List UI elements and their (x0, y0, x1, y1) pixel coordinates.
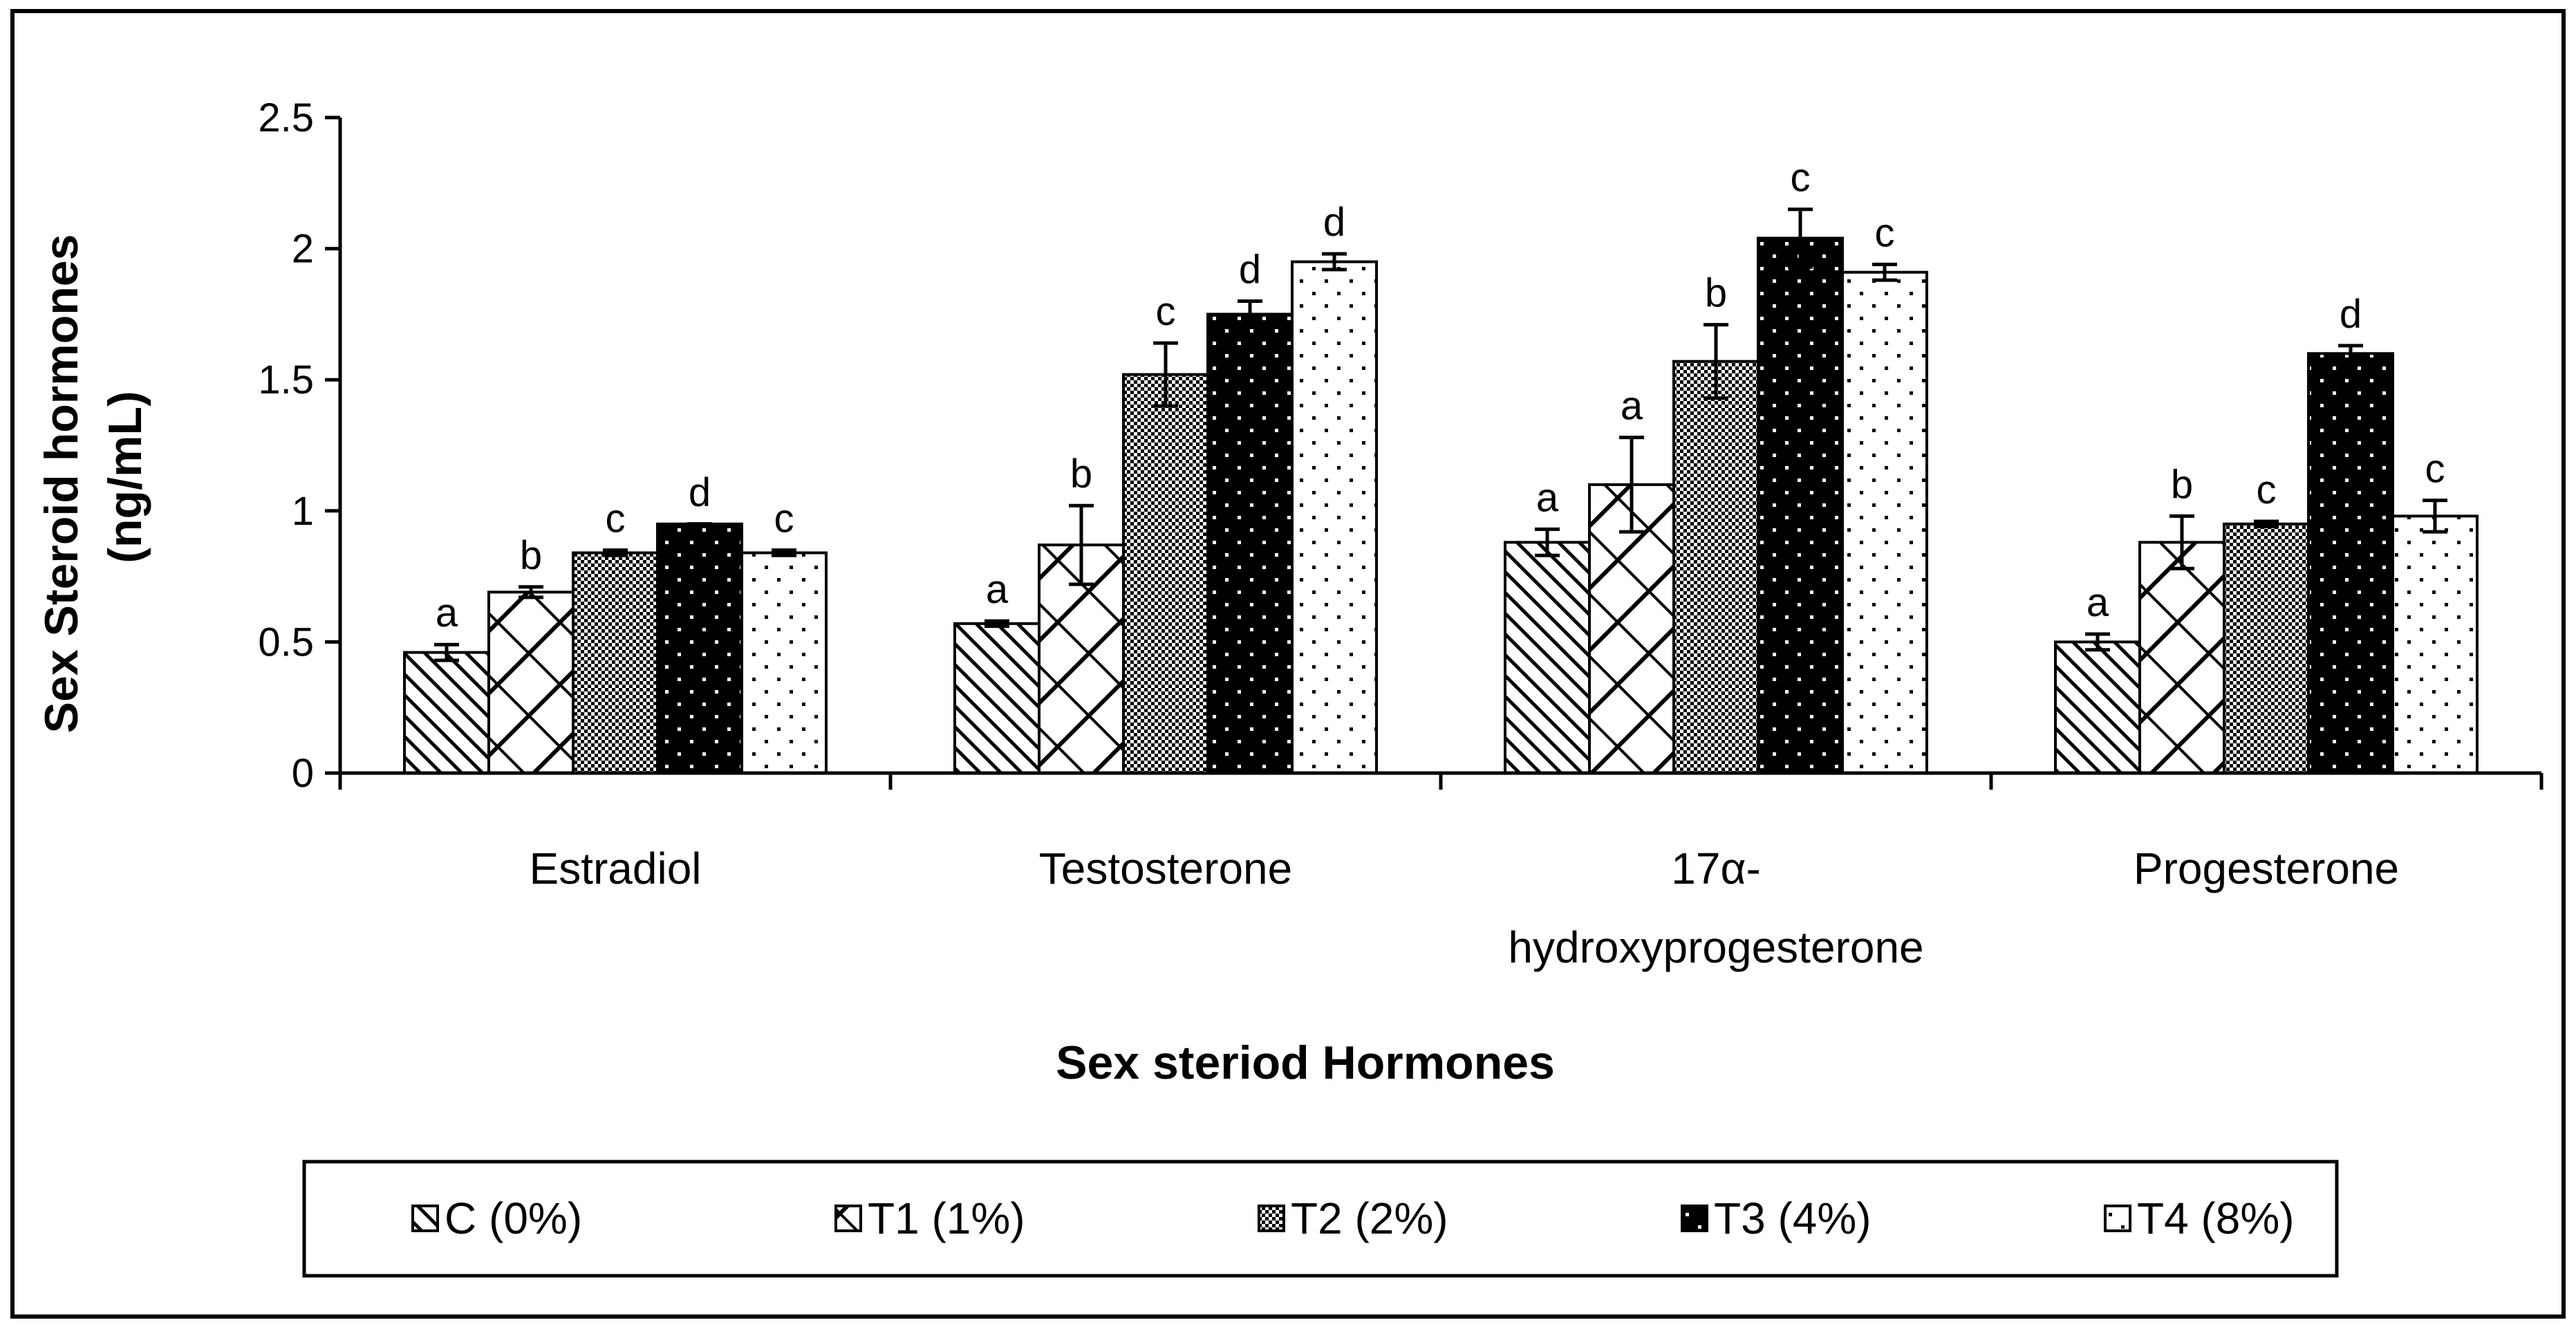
significance-letter: a (1621, 384, 1643, 429)
legend-swatch-1 (411, 1205, 439, 1232)
y-axis-title-line1: Sex Steroid hormones (35, 234, 88, 734)
category-label-line2: hydroxyprogesterone (1508, 922, 1923, 972)
bar-3-3 (1672, 360, 1760, 774)
bar-3-2 (1122, 373, 1209, 774)
y-tick-label: 0 (292, 751, 314, 796)
bar-4-4 (2307, 352, 2394, 774)
bar-5-2 (1291, 260, 1378, 774)
bar-2-1 (487, 591, 575, 774)
significance-letter: a (2087, 580, 2109, 625)
legend-swatch-2 (834, 1205, 862, 1232)
significance-letter: c (1875, 210, 1895, 255)
bar-2-4 (2138, 541, 2225, 775)
bar-4-2 (1206, 313, 1294, 774)
significance-letter: a (1536, 475, 1559, 520)
bar-5-3 (1841, 270, 1928, 774)
legend-box (302, 1160, 2339, 1278)
significance-letter: c (2257, 467, 2277, 512)
error-bar (2338, 344, 2363, 364)
error-bar (1619, 436, 1644, 534)
bar-1-3 (1504, 541, 1591, 775)
error-bar (1069, 503, 1094, 586)
error-bar (1322, 252, 1347, 272)
legend-label-2: T1 (1%) (868, 1193, 1025, 1243)
significance-letter: b (2171, 462, 2193, 507)
legend-swatch-5 (2104, 1205, 2131, 1232)
significance-letter: c (1156, 289, 1176, 334)
category-label: Estradiol (530, 844, 702, 893)
error-bar (2169, 514, 2194, 570)
category-label: Progesterone (2134, 844, 2399, 893)
bars-layer: a b c d c a b c d d a a b c c a b c d c (403, 156, 2479, 775)
legend-label-1: C (0%) (445, 1193, 582, 1243)
error-bar (603, 548, 628, 557)
bar-3-1 (572, 551, 659, 774)
bar-5-1 (740, 551, 828, 774)
y-tick-label: 2 (292, 227, 314, 272)
bar-1-1 (403, 651, 490, 774)
error-bar (1238, 299, 1262, 329)
error-bar (519, 585, 543, 600)
axes-layer: Estradiol Testosterone 17α-hydroxyprogeste… (258, 95, 2544, 972)
bar-1-4 (2054, 640, 2141, 775)
error-bar (2085, 632, 2110, 652)
legend-swatch-3 (1258, 1205, 1285, 1232)
category-label: 17α- (1671, 844, 1761, 893)
significance-letter: a (986, 567, 1009, 612)
bar-4-3 (1757, 236, 1844, 774)
significance-letter: d (689, 470, 711, 515)
error-bar (2423, 499, 2447, 534)
error-bar (1704, 323, 1728, 400)
significance-letter: c (606, 496, 626, 541)
legend-label-5: T4 (8%) (2137, 1193, 2295, 1243)
significance-letter: c (774, 496, 794, 541)
significance-letter: a (436, 591, 458, 635)
error-bar (772, 548, 796, 557)
significance-letter: b (1070, 452, 1092, 496)
significance-letter: d (1239, 247, 1261, 292)
error-bar (1788, 207, 1813, 269)
bar-1-2 (953, 622, 1040, 775)
bar-4-1 (656, 522, 743, 774)
legend: C (0%) T1 (1%) T2 (2%) T3 (4%) T4 (8%) (411, 1193, 2295, 1243)
significance-letter: c (2425, 447, 2445, 492)
bar-5-4 (2391, 514, 2479, 774)
y-tick-label: 1.5 (258, 357, 314, 402)
legend-label-3: T2 (2%) (1291, 1193, 1448, 1243)
significance-letter: d (2340, 292, 2362, 337)
significance-letter: d (1323, 200, 1345, 245)
error-bar (984, 619, 1009, 629)
error-bar (2254, 519, 2279, 529)
legend-swatch-4 (1681, 1205, 1708, 1232)
y-tick-label: 2.5 (258, 95, 314, 140)
bar-3-4 (2223, 522, 2310, 774)
y-tick-label: 1 (292, 489, 314, 534)
significance-letter: b (1705, 271, 1727, 316)
category-label: Testosterone (1039, 844, 1292, 893)
significance-letter: c (1791, 156, 1811, 201)
legend-label-4: T3 (4%) (1714, 1193, 1872, 1243)
error-bar (434, 642, 459, 662)
error-bar (1872, 262, 1897, 282)
y-axis-title-line2: (ng/mL) (99, 391, 151, 563)
y-axis-title: Sex Steroid hormones (ng/mL) (35, 221, 151, 734)
error-bar (1153, 341, 1178, 408)
x-axis-title: Sex steriod Hormones (1056, 1037, 1555, 1089)
error-bar (1535, 527, 1560, 557)
y-tick-label: 0.5 (258, 620, 314, 664)
significance-letter: b (520, 533, 542, 578)
